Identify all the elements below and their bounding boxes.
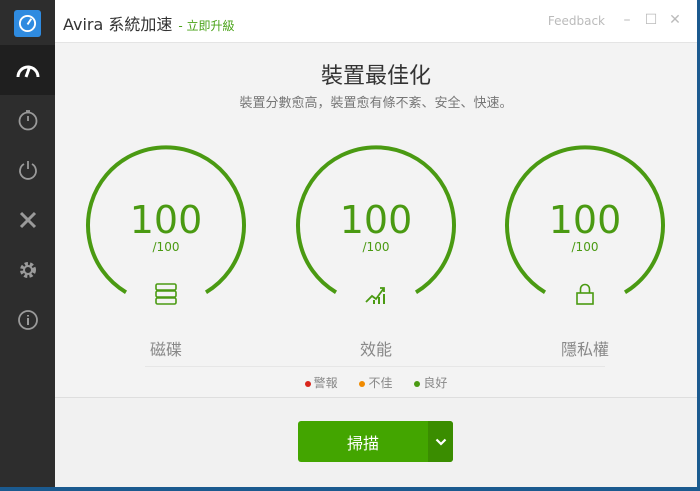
page-title: 裝置最佳化 xyxy=(320,64,431,89)
legend: 警報 不佳 良好 xyxy=(55,374,697,391)
legend-poor: 不佳 xyxy=(359,376,393,390)
minimize-button[interactable]: – xyxy=(623,12,631,28)
gauge-score: 100 xyxy=(129,198,203,242)
sidebar-item-info[interactable] xyxy=(0,295,55,345)
gauge-max: /100 xyxy=(571,240,599,254)
disk-icon xyxy=(155,283,177,305)
maximize-button[interactable]: ☐ xyxy=(644,12,658,28)
sidebar-item-speedup[interactable] xyxy=(0,45,55,95)
sidebar xyxy=(0,0,55,487)
sidebar-item-settings[interactable] xyxy=(0,245,55,295)
info-icon xyxy=(17,310,38,330)
gauge-arc xyxy=(86,145,246,294)
gauge-max: /100 xyxy=(152,240,180,254)
title-bar: Avira 系統加速 - 立即升級 Feedback – ☐ ✕ xyxy=(55,0,697,43)
upgrade-link[interactable]: - 立即升級 xyxy=(178,19,235,33)
avira-logo-icon xyxy=(14,10,41,37)
sidebar-item-tools[interactable] xyxy=(0,195,55,245)
gauge-disk[interactable]: 100 /100 xyxy=(81,140,251,310)
legend-good: 良好 xyxy=(414,376,447,390)
chevron-down-icon xyxy=(435,438,446,446)
gauge-arc xyxy=(505,145,665,294)
scan-options-dropdown[interactable] xyxy=(428,421,453,462)
gauge-label-disk: 磁碟 xyxy=(149,340,182,359)
scan-button[interactable]: 掃描 xyxy=(346,433,379,453)
page-subtitle: 裝置分數愈高，裝置愈有條不紊、安全、快速。 xyxy=(239,96,513,111)
gauge-ring xyxy=(296,145,456,294)
close-button[interactable]: ✕ xyxy=(669,12,681,28)
gear-icon xyxy=(19,262,36,278)
speedometer-icon xyxy=(16,65,39,78)
gauge-max: /100 xyxy=(362,240,390,254)
performance-chart-icon xyxy=(365,287,385,304)
gauge-privacy[interactable]: 100 /100 xyxy=(500,140,670,310)
gauge-performance[interactable]: 100 /100 xyxy=(291,140,461,310)
divider xyxy=(145,366,605,367)
sidebar-item-timer[interactable] xyxy=(0,95,55,145)
lock-icon xyxy=(576,283,594,305)
scan-button-group: 掃描 xyxy=(298,421,453,462)
tools-icon xyxy=(19,211,36,229)
feedback-link[interactable]: Feedback xyxy=(547,14,605,28)
app-title: Avira 系統加速 xyxy=(63,15,173,34)
stopwatch-icon xyxy=(18,110,37,131)
legend-alert: 警報 xyxy=(304,376,338,390)
gauge-label-performance: 效能 xyxy=(359,340,392,359)
gauge-score: 100 xyxy=(339,198,413,242)
sidebar-item-power[interactable] xyxy=(0,145,55,195)
gauge-ring xyxy=(505,145,665,294)
gauge-arc xyxy=(296,145,456,294)
gauge-label-privacy: 隱私權 xyxy=(560,340,609,359)
gauge-ring xyxy=(86,145,246,294)
gauge-score: 100 xyxy=(548,198,622,242)
power-icon xyxy=(18,161,37,180)
